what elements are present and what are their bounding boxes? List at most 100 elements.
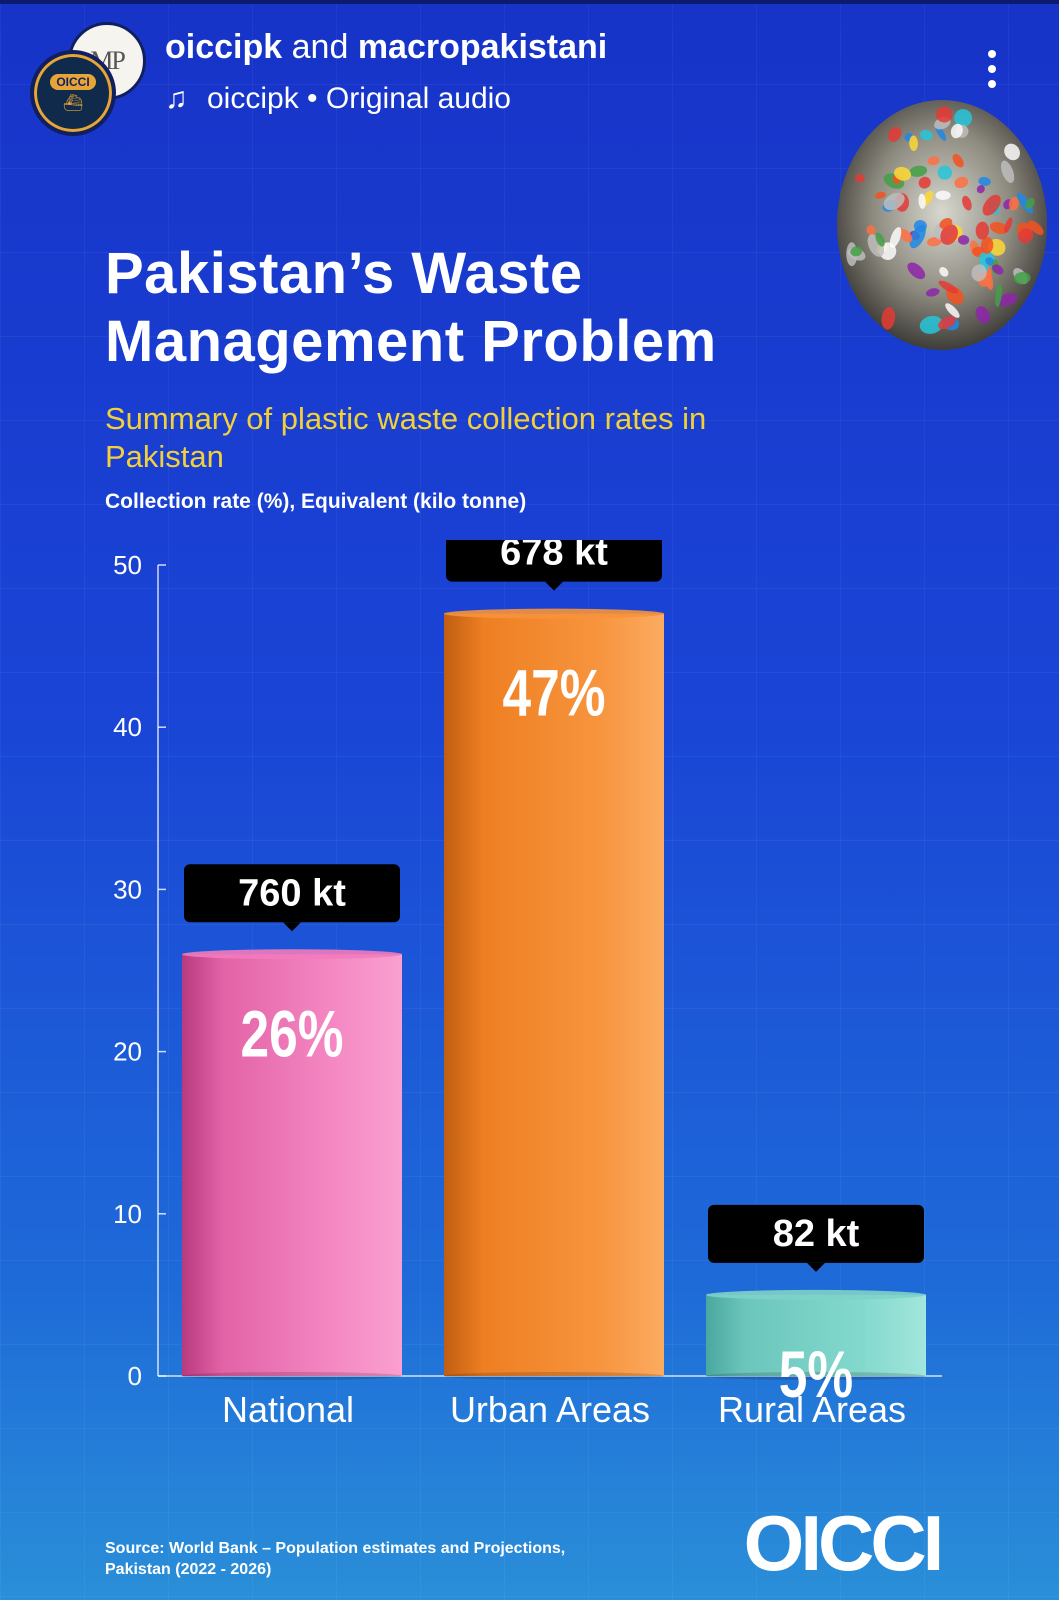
y-tick-label: 30	[113, 874, 142, 904]
ship-icon: ⛴	[62, 94, 84, 112]
waste-piece	[1004, 217, 1013, 233]
equivalent-callout	[446, 540, 662, 582]
category-label: National	[222, 1389, 354, 1430]
waste-piece	[926, 288, 940, 297]
plastic-waste-image	[837, 100, 1047, 350]
waste-piece	[939, 267, 949, 277]
category-label: Rural Areas	[718, 1389, 906, 1430]
oicci-logo-text: OICCI	[744, 1504, 941, 1584]
waste-piece	[975, 306, 991, 324]
waste-piece	[866, 225, 876, 236]
avatar-oiccipk[interactable]: OICCI ⛴	[30, 50, 116, 136]
waste-piece	[909, 135, 918, 151]
bar-top-cap	[444, 608, 664, 619]
equivalent-label: 678 kt	[500, 540, 608, 574]
waste-piece	[907, 262, 926, 280]
waste-piece	[952, 154, 964, 168]
waste-piece	[1004, 143, 1020, 161]
waste-piece	[894, 166, 912, 181]
waste-piece	[918, 176, 931, 189]
waste-piece	[1008, 196, 1020, 211]
author-macropakistani[interactable]: macropakistani	[357, 28, 608, 66]
bar-chart: 0 10 20 30 40 50 26% 760 kt National 47% 678 kt Ur…	[113, 540, 942, 1430]
chart-subtitle: Summary of plastic waste collection rate…	[105, 401, 707, 474]
source-line-2: Pakistan (2022 - 2026)	[105, 1561, 272, 1578]
waste-piece	[954, 109, 973, 127]
value-label: 5%	[779, 1337, 853, 1412]
status-strip	[0, 0, 1059, 4]
waste-piece	[997, 293, 1018, 307]
waste-piece	[938, 315, 956, 330]
source-note: Source: World Bank – Population estimate…	[105, 1538, 665, 1580]
waste-piece	[1018, 228, 1034, 244]
waste-piece	[889, 227, 902, 249]
waste-piece	[898, 228, 913, 243]
bar-top-cap	[706, 1289, 926, 1300]
oicci-logo: OICCI	[744, 1504, 945, 1584]
callout-pointer	[807, 1262, 825, 1272]
waste-piece	[855, 173, 865, 183]
audio-label[interactable]: oiccipk • Original audio	[207, 82, 511, 115]
waste-piece	[937, 165, 953, 180]
waste-piece	[989, 222, 1008, 235]
waste-piece	[936, 106, 953, 123]
waste-piece	[950, 123, 963, 139]
y-axis-label: Collection rate (%), Equivalent (kilo to…	[105, 490, 527, 513]
callout-pointer	[545, 581, 563, 591]
equivalent-label: 82 kt	[773, 1213, 860, 1255]
waste-piece	[935, 190, 951, 201]
waste-piece	[1025, 197, 1035, 209]
bar-base	[182, 1372, 402, 1380]
music-note-icon: ♫	[165, 82, 188, 115]
waste-piece	[971, 264, 987, 282]
value-label: 47%	[502, 655, 605, 730]
y-tick-label: 20	[113, 1037, 142, 1067]
waste-piece	[874, 191, 886, 199]
avatar-group[interactable]: MP OICCI ⛴	[30, 22, 146, 136]
waste-piece	[919, 315, 943, 334]
waste-piece	[1013, 271, 1031, 285]
waste-piece	[1000, 160, 1015, 183]
author-separator: and	[291, 28, 349, 66]
author-oiccipk[interactable]: oiccipk	[165, 28, 283, 66]
y-tick-label: 50	[113, 550, 142, 580]
bar-base	[706, 1372, 926, 1380]
waste-piece	[926, 237, 942, 247]
waste-piece	[957, 235, 970, 245]
waste-piece	[918, 193, 926, 209]
waste-piece	[954, 176, 969, 189]
waste-piece	[1028, 220, 1044, 236]
waste-piece	[982, 194, 1001, 216]
source-line-1: Source: World Bank – Population estimate…	[105, 1540, 566, 1557]
waste-piece	[962, 195, 972, 211]
waste-piece	[850, 246, 863, 257]
waste-piece	[927, 156, 940, 166]
callout-pointer	[283, 922, 301, 932]
waste-piece	[975, 221, 989, 240]
waste-piece	[883, 192, 905, 211]
waste-piece	[976, 185, 985, 194]
category-label: Urban Areas	[450, 1389, 650, 1430]
audio-info[interactable]: ♫ oiccipk • Original audio	[165, 82, 511, 116]
y-tick-label: 10	[113, 1199, 142, 1229]
value-label: 26%	[240, 996, 343, 1071]
y-tick-label: 0	[128, 1361, 142, 1391]
waste-piece	[875, 232, 885, 247]
waste-piece	[940, 224, 958, 245]
waste-piece	[985, 257, 995, 266]
bar-urban-areas	[444, 613, 664, 1376]
waste-piece	[992, 264, 1004, 275]
chart-title: Pakistan’s Waste Management Problem	[105, 241, 717, 374]
waste-piece	[938, 280, 959, 294]
equivalent-callout	[184, 864, 400, 923]
bar-top-cap	[182, 949, 402, 960]
equivalent-label: 760 kt	[238, 872, 346, 914]
waste-piece	[909, 224, 926, 249]
waste-piece	[919, 129, 933, 141]
post-authors[interactable]: oiccipk and macropakistani	[165, 28, 607, 67]
bar-rural-areas	[706, 1294, 926, 1376]
more-vertical-icon[interactable]	[985, 50, 999, 100]
waste-piece	[978, 176, 991, 186]
waste-piece	[995, 283, 1002, 307]
waste-piece	[980, 236, 994, 254]
